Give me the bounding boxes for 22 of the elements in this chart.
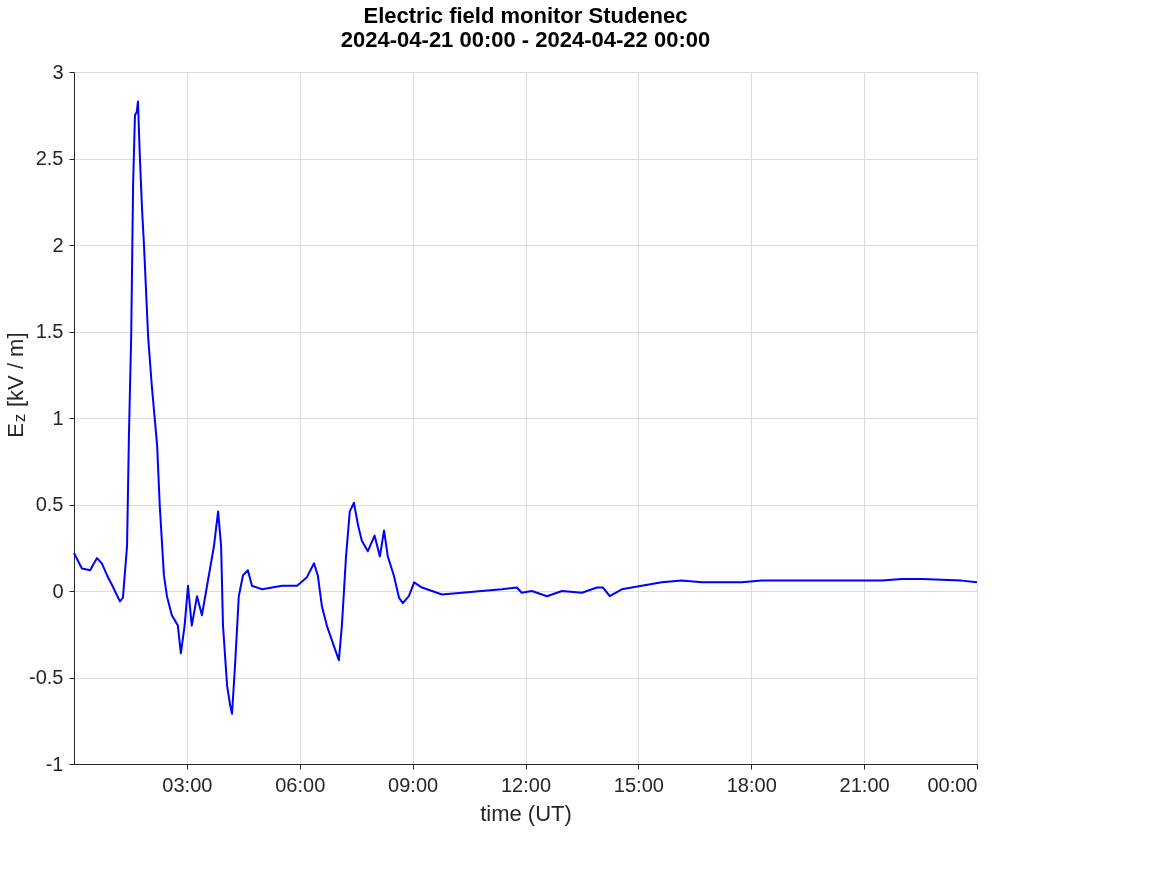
text: Electric field monitor Studenec bbox=[363, 3, 688, 28]
y-tick-label: 2 bbox=[52, 233, 64, 256]
text: 2024-04-21 00:00 - 2024-04-22 00:00 bbox=[340, 27, 711, 52]
y-tick-label: 1.5 bbox=[35, 320, 64, 342]
y-tick-label: 2.5 bbox=[35, 147, 64, 169]
y-axis-title: Ez [kV / m] bbox=[3, 332, 29, 438]
x-tick-label: 12:00 bbox=[500, 773, 552, 796]
x-tick-label: 21:00 bbox=[839, 773, 890, 796]
y-tick-label: 0.5 bbox=[35, 493, 64, 515]
x-tick-label: 18:00 bbox=[726, 773, 777, 796]
y-tick-label: 3 bbox=[52, 60, 64, 83]
x-tick-label: 06:00 bbox=[275, 773, 326, 796]
y-tick-label: -1 bbox=[45, 752, 64, 775]
y-tick-label: 1 bbox=[52, 406, 64, 429]
x-tick-label: 03:00 bbox=[162, 773, 213, 796]
y-tick-label: 0 bbox=[52, 579, 64, 602]
x-axis-title: time (UT) bbox=[480, 800, 572, 826]
x-tick-label: 09:00 bbox=[388, 773, 439, 796]
line-series bbox=[73, 100, 978, 715]
y-tick-label: -0.5 bbox=[29, 666, 64, 688]
x-tick-label: 15:00 bbox=[613, 773, 664, 796]
x-tick-label: 00:00 bbox=[927, 773, 978, 796]
